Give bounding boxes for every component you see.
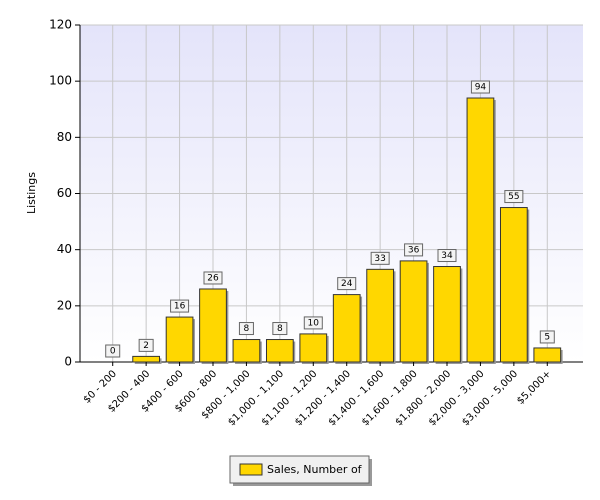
data-label-box: [203, 271, 223, 285]
y-tick-label: 100: [49, 74, 72, 88]
data-label: 36: [408, 245, 420, 255]
bar: [265, 339, 294, 363]
y-axis-label: Listings: [25, 172, 38, 214]
bar: [199, 288, 227, 363]
data-label: 33: [374, 254, 385, 264]
y-tick-label: 80: [57, 130, 72, 144]
data-label-frame: [470, 80, 490, 94]
data-label-frame: [539, 330, 555, 344]
data-label: 34: [441, 251, 453, 261]
data-label-frame: [504, 190, 524, 204]
bar: [466, 97, 495, 363]
data-label-frame: [170, 299, 190, 313]
bar: [299, 333, 328, 363]
y-tick-label: 60: [57, 186, 72, 200]
data-label-frame: [105, 344, 121, 358]
data-label: 8: [277, 324, 283, 334]
data-label-box: [337, 277, 357, 291]
data-label-box: [105, 344, 121, 358]
y-tick-label: 40: [57, 242, 72, 256]
bar: [366, 268, 395, 363]
data-label: 8: [244, 324, 250, 334]
data-label-box: [470, 80, 490, 94]
data-label: 5: [544, 332, 550, 342]
bar: [533, 347, 562, 363]
data-label-frame: [303, 316, 323, 330]
y-tick-label: 0: [64, 355, 72, 369]
y-tick-label: 20: [57, 298, 72, 312]
data-label-box: [539, 330, 555, 344]
data-label-box: [404, 243, 424, 257]
data-label-box: [238, 322, 254, 336]
legend-swatch: [239, 463, 263, 476]
data-label-frame: [238, 322, 254, 336]
bar: [399, 260, 428, 363]
data-label-frame: [370, 251, 390, 265]
bar: [165, 316, 194, 363]
bar: [499, 207, 528, 363]
data-label-frame: [404, 243, 424, 257]
data-label-box: [504, 190, 524, 204]
data-label-box: [303, 316, 323, 330]
data-label: 2: [143, 341, 149, 351]
bar: [433, 266, 461, 363]
data-label-box: [138, 338, 154, 352]
data-label-box: [370, 251, 390, 265]
data-label: 16: [174, 302, 186, 312]
data-label: 0: [110, 347, 116, 357]
data-label-frame: [203, 271, 223, 285]
bar: [132, 355, 161, 363]
y-tick-label: 120: [49, 18, 72, 32]
data-label: 55: [508, 192, 519, 202]
data-label-box: [272, 322, 288, 336]
data-label-frame: [437, 249, 457, 263]
data-label: 24: [341, 279, 353, 289]
data-label: 10: [308, 318, 320, 328]
x-tick-label: $5,000+: [515, 368, 553, 406]
data-label-box: [437, 249, 457, 263]
data-label: 94: [475, 83, 487, 93]
data-label-frame: [138, 338, 154, 352]
legend-label: Sales, Number of: [267, 463, 363, 476]
data-label-box: [170, 299, 190, 313]
bar: [232, 339, 261, 363]
bar: [332, 294, 361, 363]
data-label-frame: [337, 277, 357, 291]
data-label: 26: [207, 273, 219, 283]
data-label-frame: [272, 322, 288, 336]
